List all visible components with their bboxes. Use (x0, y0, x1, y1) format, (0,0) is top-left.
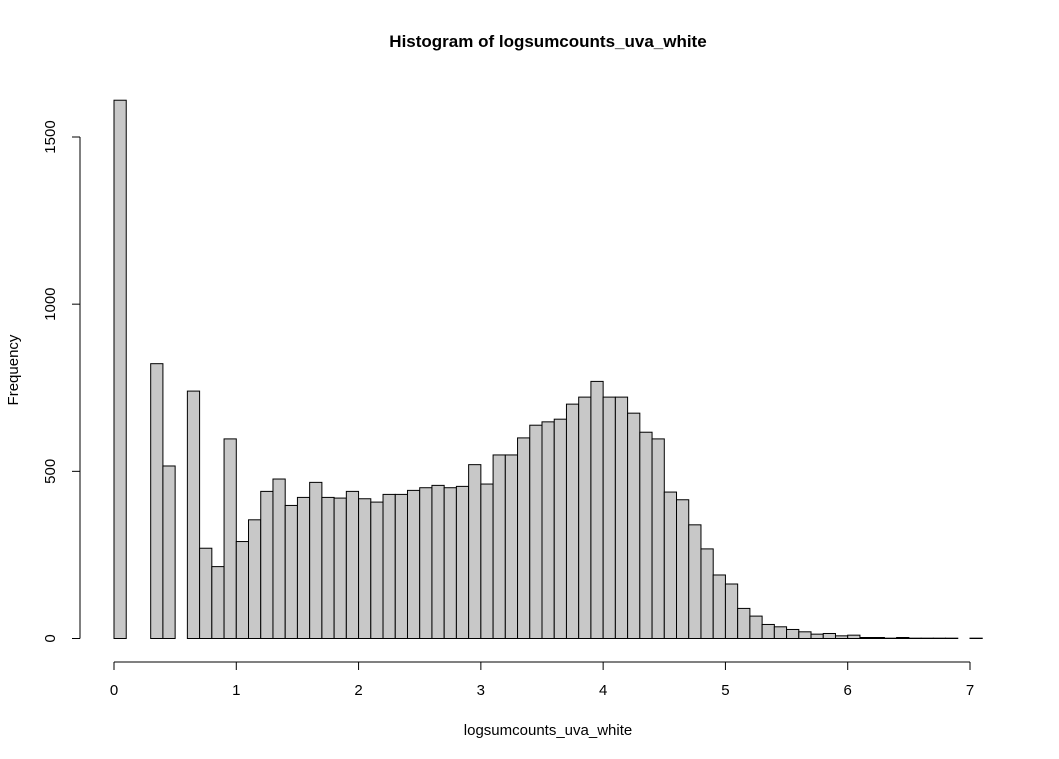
y-tick-label: 500 (42, 459, 59, 484)
histogram-bar (199, 547, 213, 639)
histogram-bar (333, 497, 347, 639)
histogram-bar (296, 496, 311, 639)
histogram-bar (260, 490, 274, 640)
histogram-bar (590, 380, 604, 639)
x-tick-label: 7 (966, 682, 974, 699)
histogram-bar (162, 465, 176, 640)
histogram-bar (614, 396, 629, 639)
x-tick-label: 1 (232, 682, 240, 699)
y-tick-label: 1000 (42, 287, 59, 320)
histogram-bar (834, 635, 849, 640)
histogram-bar (663, 491, 678, 639)
histogram-bar (468, 464, 482, 639)
histogram-bar (639, 431, 653, 639)
histogram-bar (786, 628, 800, 639)
histogram-bar (309, 481, 323, 639)
histogram-bar (431, 484, 445, 639)
histogram-bar (406, 489, 421, 640)
x-axis: 0 1 2 3 4 5 6 7 (110, 661, 974, 699)
histogram-bar (345, 490, 360, 640)
histogram-bar (480, 483, 494, 640)
histogram-bar (773, 626, 788, 639)
x-tick-label: 4 (599, 682, 607, 699)
histogram-bar (712, 574, 726, 639)
x-tick-label: 3 (477, 682, 485, 699)
histogram-bar (358, 498, 372, 639)
x-tick-label: 2 (354, 682, 362, 699)
histogram-bar (578, 396, 592, 639)
histogram-bar (455, 485, 470, 639)
histogram-bar (419, 487, 433, 639)
histogram-bar (798, 631, 812, 639)
histogram-bar (541, 421, 555, 639)
x-axis-label: logsumcounts_uva_white (464, 722, 632, 739)
histogram-bar (223, 438, 237, 639)
histogram-bar (688, 524, 702, 640)
histogram-bar (284, 504, 298, 639)
histogram-bar (517, 437, 531, 639)
histogram-bar (248, 519, 262, 639)
y-axis-label: Frequency (5, 334, 22, 405)
histogram-bar (724, 583, 739, 639)
x-tick-label: 6 (844, 682, 852, 699)
histogram-bar (651, 438, 665, 639)
histogram-bar (186, 390, 201, 639)
y-axis: 0 500 1000 1500 (42, 120, 81, 643)
histogram-bar (492, 454, 506, 640)
histogram-bar (370, 501, 384, 639)
histogram-bar (553, 418, 567, 639)
histogram-bar (896, 637, 910, 639)
histogram-bar (150, 363, 164, 639)
chart-title: Histogram of logsumcounts_uva_white (389, 32, 706, 51)
x-tick-label: 0 (110, 682, 118, 699)
histogram-bar (676, 499, 690, 639)
histogram-bar (321, 496, 335, 639)
histogram-bar (602, 396, 616, 639)
x-tick-label: 5 (721, 682, 729, 699)
histogram-bar (847, 634, 861, 639)
histogram-bar (700, 548, 714, 640)
histogram-bar (871, 637, 885, 639)
histogram-bar (211, 566, 225, 639)
y-tick-label: 1500 (42, 120, 59, 153)
histogram-bar (382, 493, 396, 639)
histogram-bar (810, 633, 824, 640)
histogram-bar (627, 412, 641, 639)
histogram-bar (565, 403, 580, 639)
histogram-bar (113, 99, 127, 640)
histogram-bar (749, 615, 763, 639)
histogram-bar (737, 607, 751, 639)
histogram-bar (822, 632, 836, 639)
y-tick-label: 0 (42, 634, 59, 642)
histogram-bar (235, 541, 250, 639)
histogram-bar (504, 454, 519, 640)
histogram-bar (443, 487, 457, 639)
histogram-bars (113, 99, 983, 640)
histogram-bar (529, 424, 543, 640)
histogram-bar (859, 637, 873, 639)
histogram-bar (394, 493, 408, 639)
histogram-bar (761, 623, 775, 640)
histogram-bar (272, 478, 286, 639)
